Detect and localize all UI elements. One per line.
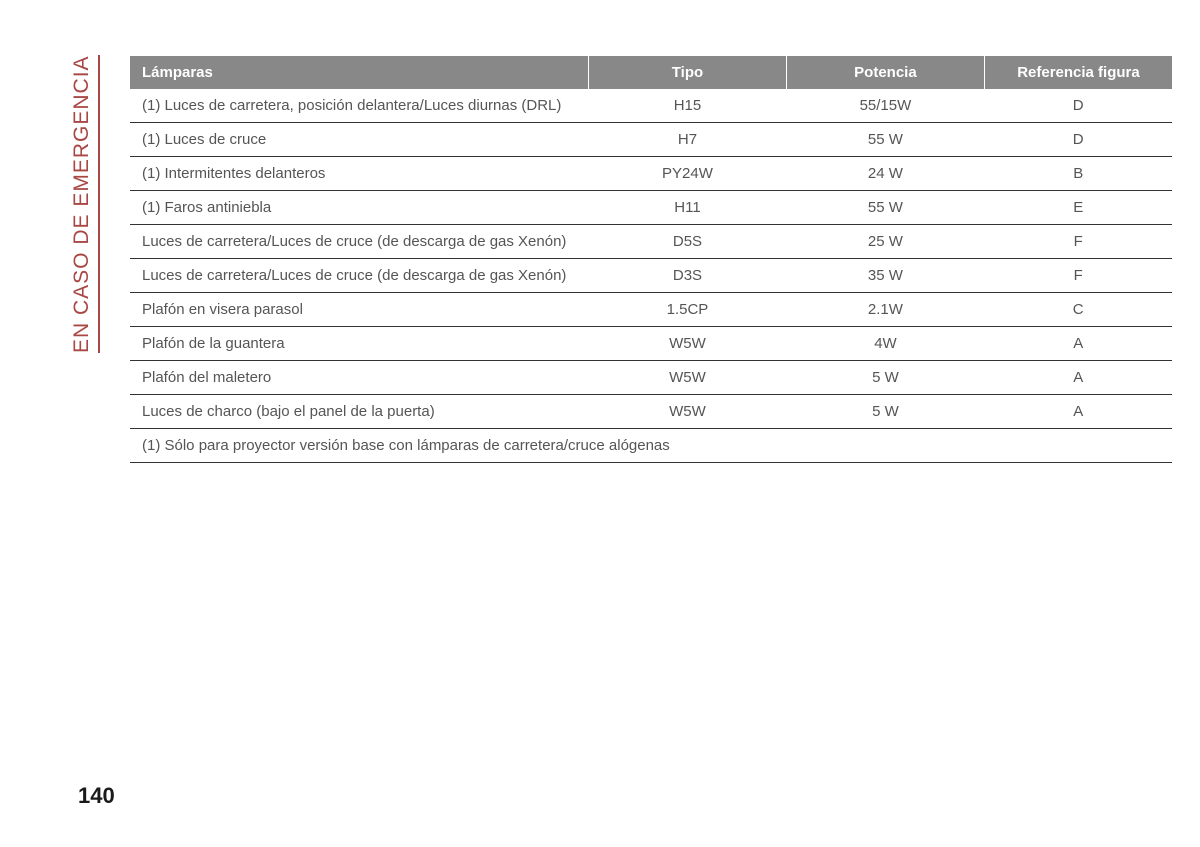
cell-type: D3S <box>588 259 786 293</box>
header-type: Tipo <box>588 56 786 89</box>
page-number: 140 <box>78 783 115 809</box>
cell-type: W5W <box>588 361 786 395</box>
table-row: Luces de carretera/Luces de cruce (de de… <box>130 225 1172 259</box>
table-header-row: Lámparas Tipo Potencia Referencia figura <box>130 56 1172 89</box>
cell-type: W5W <box>588 327 786 361</box>
lamps-table: Lámparas Tipo Potencia Referencia figura… <box>130 56 1172 463</box>
cell-power: 4W <box>786 327 984 361</box>
cell-power: 25 W <box>786 225 984 259</box>
cell-ref: B <box>984 157 1172 191</box>
cell-lamp: Plafón en visera parasol <box>130 293 588 327</box>
cell-lamp: Luces de carretera/Luces de cruce (de de… <box>130 259 588 293</box>
cell-power: 55 W <box>786 123 984 157</box>
table-row: (1) Intermitentes delanteros PY24W 24 W … <box>130 157 1172 191</box>
cell-ref: A <box>984 361 1172 395</box>
table-row: Luces de charco (bajo el panel de la pue… <box>130 395 1172 429</box>
table-row: Plafón del maletero W5W 5 W A <box>130 361 1172 395</box>
cell-ref: A <box>984 395 1172 429</box>
cell-power: 5 W <box>786 361 984 395</box>
table-row: Plafón de la guantera W5W 4W A <box>130 327 1172 361</box>
cell-lamp: (1) Faros antiniebla <box>130 191 588 225</box>
section-label: EN CASO DE EMERGENCIA <box>70 55 100 353</box>
cell-ref: F <box>984 259 1172 293</box>
footnote-cell: (1) Sólo para proyector versión base con… <box>130 429 1172 463</box>
cell-type: H7 <box>588 123 786 157</box>
cell-ref: A <box>984 327 1172 361</box>
cell-power: 5 W <box>786 395 984 429</box>
cell-power: 24 W <box>786 157 984 191</box>
header-lamp: Lámparas <box>130 56 588 89</box>
cell-type: D5S <box>588 225 786 259</box>
cell-ref: D <box>984 123 1172 157</box>
cell-ref: E <box>984 191 1172 225</box>
table-row: Plafón en visera parasol 1.5CP 2.1W C <box>130 293 1172 327</box>
cell-power: 55/15W <box>786 89 984 123</box>
cell-lamp: Plafón del maletero <box>130 361 588 395</box>
cell-lamp: (1) Intermitentes delanteros <box>130 157 588 191</box>
table-row: (1) Luces de carretera, posición delante… <box>130 89 1172 123</box>
cell-lamp: Luces de carretera/Luces de cruce (de de… <box>130 225 588 259</box>
cell-type: PY24W <box>588 157 786 191</box>
cell-lamp: Plafón de la guantera <box>130 327 588 361</box>
header-power: Potencia <box>786 56 984 89</box>
table-row: (1) Luces de cruce H7 55 W D <box>130 123 1172 157</box>
cell-power: 2.1W <box>786 293 984 327</box>
cell-lamp: Luces de charco (bajo el panel de la pue… <box>130 395 588 429</box>
cell-type: H15 <box>588 89 786 123</box>
content-area: Lámparas Tipo Potencia Referencia figura… <box>130 56 1172 463</box>
cell-lamp: (1) Luces de carretera, posición delante… <box>130 89 588 123</box>
cell-ref: F <box>984 225 1172 259</box>
cell-type: 1.5CP <box>588 293 786 327</box>
cell-type: W5W <box>588 395 786 429</box>
cell-lamp: (1) Luces de cruce <box>130 123 588 157</box>
cell-ref: C <box>984 293 1172 327</box>
table-row: (1) Faros antiniebla H11 55 W E <box>130 191 1172 225</box>
footnote-row: (1) Sólo para proyector versión base con… <box>130 429 1172 463</box>
cell-ref: D <box>984 89 1172 123</box>
table-row: Luces de carretera/Luces de cruce (de de… <box>130 259 1172 293</box>
cell-power: 35 W <box>786 259 984 293</box>
cell-power: 55 W <box>786 191 984 225</box>
cell-type: H11 <box>588 191 786 225</box>
header-ref: Referencia figura <box>984 56 1172 89</box>
